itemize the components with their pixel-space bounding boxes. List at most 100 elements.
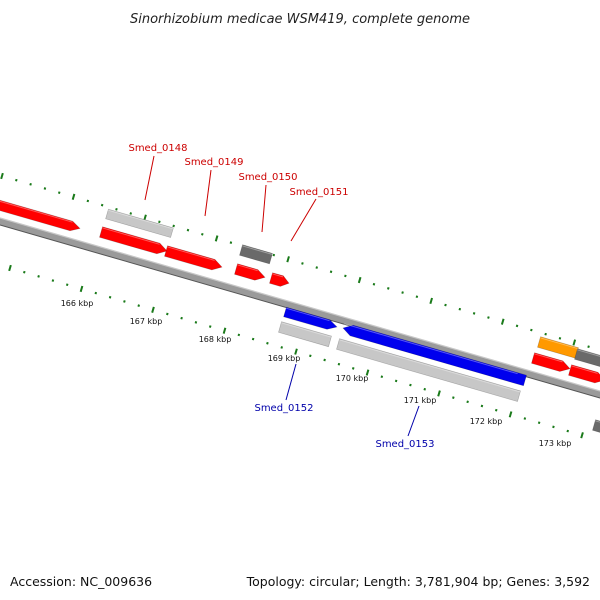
outer-ring-major-tick (572, 339, 577, 346)
outer-ring-major-tick (500, 318, 505, 325)
outer-ring-minor-tick (544, 332, 547, 336)
gene-features (0, 199, 600, 433)
gene-label: Smed_0150 (238, 172, 298, 233)
outer-ring-minor-tick (444, 303, 447, 307)
gene-label-leader-line (204, 169, 212, 217)
gene-label: Smed_0152 (254, 363, 314, 414)
genome-summary-text: Topology: circular; Length: 3,781,904 bp… (246, 574, 590, 589)
inner-ring-minor-tick (423, 387, 427, 391)
outer-ring-minor-tick (458, 307, 462, 311)
gene-arrow-gray (105, 208, 174, 238)
gene-label: Smed_0153 (375, 405, 435, 450)
gene-label: Smed_0149 (184, 157, 244, 217)
outer-ring-major-tick (357, 276, 362, 284)
outer-ring-minor-tick (272, 253, 276, 257)
inner-ring-minor-tick (94, 291, 98, 295)
outer-ring-minor-tick (172, 224, 175, 228)
outer-ring-minor-tick (515, 324, 519, 328)
outer-ring-minor-tick (15, 178, 18, 182)
outer-ring-minor-tick (401, 291, 404, 294)
gene-arrow-darkgray (239, 244, 273, 265)
inner-ring-minor-tick (552, 425, 555, 429)
map-title: Sinorhizobium medicae WSM419, complete g… (130, 12, 470, 27)
outer-ring-minor-tick (372, 282, 376, 286)
gene-label-text: Smed_0151 (289, 187, 348, 198)
gene-arrow-red (531, 352, 571, 372)
gene-arrow-gray (336, 338, 521, 402)
inner-ring-minor-tick (323, 358, 326, 362)
inner-ring-minor-tick (537, 421, 541, 425)
outer-ring-major-tick (214, 235, 219, 242)
inner-tick-ring (8, 264, 584, 439)
inner-ring-minor-tick (108, 295, 112, 299)
inner-ring-minor-tick (166, 312, 169, 316)
inner-ring-minor-tick (337, 362, 341, 366)
outer-ring-minor-tick (415, 295, 419, 299)
kbp-tick-label: 169 kbp (268, 354, 301, 363)
outer-ring-minor-tick (158, 220, 161, 224)
inner-ring-minor-tick (51, 279, 55, 282)
inner-ring-minor-tick (208, 325, 212, 328)
inner-ring-minor-tick (566, 429, 570, 433)
outer-ring-minor-tick (301, 262, 304, 265)
outer-ring-minor-tick (129, 212, 133, 215)
inner-ring-minor-tick (180, 316, 183, 320)
outer-ring-major-tick (143, 214, 147, 221)
inner-ring-minor-tick (394, 379, 398, 383)
inner-ring-minor-tick (409, 383, 412, 387)
inner-ring-major-tick (8, 264, 12, 272)
kbp-tick-labels: 166 kbp 167 kbp 168 kbp 169 kbp 170 kbp 171 k… (61, 299, 572, 448)
inner-ring-major-tick (79, 285, 84, 293)
kbp-tick-label: 166 kbp (61, 299, 94, 308)
outer-ring-minor-tick (587, 345, 590, 349)
gene-arrow-red (99, 226, 168, 255)
inner-ring-minor-tick (380, 375, 384, 379)
outer-ring-minor-tick (43, 187, 47, 190)
outer-ring-minor-tick (100, 203, 104, 207)
gene-arrow-gray (278, 321, 332, 348)
inner-ring-minor-tick (480, 404, 484, 408)
inner-ring-minor-tick (23, 270, 26, 274)
gene-arrow-red (269, 272, 290, 287)
gene-arrow-red (164, 245, 223, 271)
gene-label-leader-line (407, 405, 420, 437)
inner-ring-minor-tick (251, 337, 255, 341)
gene-label-leader-line (285, 363, 297, 401)
outer-ring-minor-tick (344, 274, 347, 278)
outer-ring-minor-tick (86, 199, 90, 203)
outer-ring-minor-tick (329, 270, 333, 274)
inner-ring-minor-tick (266, 341, 269, 345)
outer-ring-minor-tick (186, 228, 190, 232)
outer-ring-minor-tick (530, 328, 533, 332)
inner-ring-major-tick (151, 306, 155, 313)
outer-ring-major-tick (286, 256, 290, 263)
gene-label-leader-line (144, 155, 155, 201)
outer-ring-major-tick (0, 172, 4, 180)
outer-ring-minor-tick (487, 316, 490, 319)
gene-label: Smed_0151 (289, 187, 349, 242)
outer-ring-major-tick (71, 193, 76, 200)
outer-ring-minor-tick (229, 241, 233, 244)
inner-ring-minor-tick (65, 283, 69, 287)
gene-label-text: Smed_0148 (128, 143, 187, 154)
inner-ring-major-tick (437, 390, 441, 397)
outer-ring-minor-tick (472, 312, 476, 315)
gene-label-text: Smed_0152 (254, 403, 313, 414)
gene-label-leader-line (261, 184, 267, 233)
outer-ring-minor-tick (387, 287, 390, 290)
outer-ring-minor-tick (115, 207, 118, 211)
gene-label-leader-line (290, 198, 317, 242)
gene-arrow-darkgray (574, 348, 600, 367)
kbp-tick-label: 173 kbp (539, 439, 572, 448)
outer-tick-ring (0, 172, 590, 349)
outer-ring-minor-tick (201, 232, 204, 236)
gene-labels: Smed_0148 Smed_0149 Smed_0150 Smed_0151 Smed… (128, 143, 434, 450)
outer-ring-minor-tick (57, 191, 61, 194)
gene-label-text: Smed_0150 (238, 172, 297, 183)
outer-ring-major-tick (429, 297, 433, 305)
inner-ring-minor-tick (37, 275, 40, 278)
inner-ring-minor-tick (194, 321, 198, 324)
outer-ring-minor-tick (29, 182, 32, 186)
gene-label-text: Smed_0149 (184, 157, 243, 168)
